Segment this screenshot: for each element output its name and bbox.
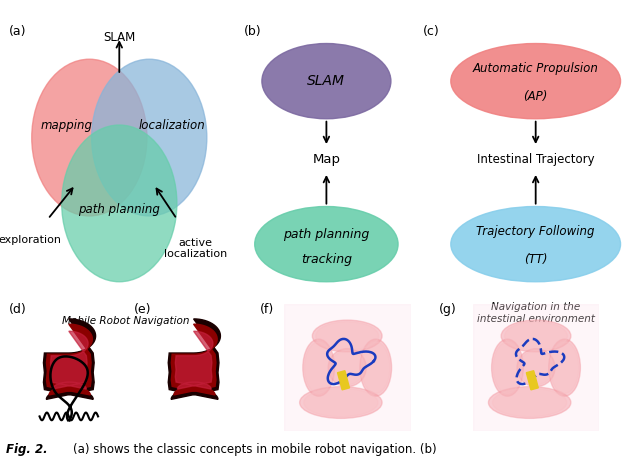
Circle shape: [61, 125, 177, 282]
Polygon shape: [47, 324, 92, 395]
Ellipse shape: [451, 207, 621, 282]
Polygon shape: [172, 324, 217, 395]
Polygon shape: [284, 304, 411, 431]
Bar: [337, 371, 349, 390]
Circle shape: [32, 59, 147, 216]
Ellipse shape: [328, 349, 366, 387]
Ellipse shape: [262, 43, 391, 119]
Ellipse shape: [451, 43, 621, 119]
Text: exploration: exploration: [0, 235, 61, 245]
Ellipse shape: [303, 339, 335, 396]
Text: Intestinal Trajectory: Intestinal Trajectory: [477, 153, 595, 166]
Text: (d): (d): [9, 303, 27, 316]
Ellipse shape: [519, 350, 553, 385]
Text: (b): (b): [244, 25, 262, 38]
Ellipse shape: [517, 349, 555, 387]
Ellipse shape: [493, 342, 522, 393]
Text: (e): (e): [134, 303, 151, 316]
Text: Fig. 2.: Fig. 2.: [6, 443, 48, 455]
Ellipse shape: [550, 342, 579, 393]
Polygon shape: [175, 331, 213, 389]
Circle shape: [92, 59, 207, 216]
Text: Navigation in the
intestinal environment: Navigation in the intestinal environment: [477, 302, 595, 324]
Text: (a): (a): [9, 25, 26, 38]
Ellipse shape: [300, 387, 382, 419]
Text: mapping: mapping: [40, 118, 92, 131]
Text: active
localization: active localization: [164, 238, 227, 260]
Text: (a) shows the classic concepts in mobile robot navigation. (b): (a) shows the classic concepts in mobile…: [58, 443, 436, 455]
Polygon shape: [51, 331, 88, 389]
Ellipse shape: [501, 320, 571, 352]
Ellipse shape: [330, 350, 364, 385]
Text: Trajectory Following: Trajectory Following: [476, 225, 595, 238]
Text: SLAM: SLAM: [307, 74, 346, 88]
Ellipse shape: [362, 342, 390, 393]
Text: localization: localization: [139, 118, 205, 131]
Text: (f): (f): [260, 303, 274, 316]
Text: path planning: path planning: [284, 228, 369, 241]
Polygon shape: [472, 304, 600, 431]
Text: (TT): (TT): [524, 254, 547, 266]
Text: path planning: path planning: [78, 203, 160, 216]
Ellipse shape: [255, 207, 398, 282]
Ellipse shape: [488, 387, 571, 419]
Polygon shape: [168, 319, 220, 399]
Ellipse shape: [492, 339, 524, 396]
Ellipse shape: [493, 388, 567, 417]
Ellipse shape: [312, 320, 382, 352]
Text: (g): (g): [439, 303, 457, 316]
Bar: [526, 371, 538, 390]
Ellipse shape: [360, 339, 392, 396]
Text: Automatic Propulsion: Automatic Propulsion: [473, 62, 598, 75]
Text: tracking: tracking: [301, 254, 352, 266]
Polygon shape: [44, 319, 95, 399]
Text: (AP): (AP): [524, 90, 548, 103]
Ellipse shape: [305, 342, 333, 393]
Text: (c): (c): [422, 25, 439, 38]
Text: Mobile Robot Navigation: Mobile Robot Navigation: [63, 316, 190, 325]
Ellipse shape: [548, 339, 580, 396]
Ellipse shape: [504, 322, 568, 350]
Text: SLAM: SLAM: [103, 31, 136, 44]
Ellipse shape: [316, 322, 379, 350]
Text: Map: Map: [312, 153, 340, 166]
Ellipse shape: [304, 388, 378, 417]
